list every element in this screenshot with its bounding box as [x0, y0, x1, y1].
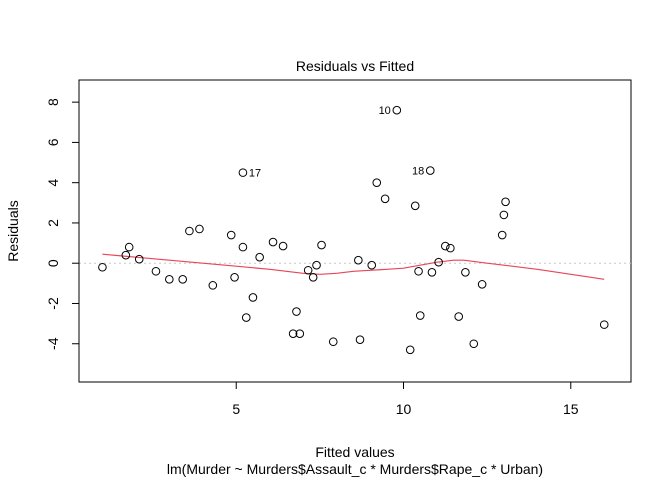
- data-point: [303, 265, 313, 275]
- data-point: [124, 242, 134, 252]
- y-tick-label: 4: [45, 179, 61, 187]
- y-axis: -4 -2 0 2 4 6 8: [45, 98, 80, 350]
- y-tick-label: -2: [45, 297, 61, 310]
- data-point: [355, 335, 365, 345]
- data-point: [98, 262, 107, 272]
- data-point: [501, 197, 510, 207]
- data-point: [354, 255, 363, 265]
- data-point: [308, 273, 318, 282]
- data-point: [226, 230, 236, 240]
- data-point: [446, 243, 455, 253]
- data-point: [441, 241, 450, 251]
- data-point: [380, 194, 390, 204]
- data-point: [499, 210, 509, 220]
- y-tick-label: -4: [45, 337, 61, 350]
- data-point: [208, 281, 218, 290]
- data-point: [238, 168, 248, 177]
- data-point: [230, 273, 239, 282]
- y-axis-label: Residuals: [5, 200, 21, 261]
- point-label: 10: [379, 105, 391, 117]
- data-point: [312, 260, 321, 270]
- data-point: [599, 320, 609, 329]
- data-point: [497, 230, 507, 240]
- data-point: [415, 311, 425, 320]
- smooth-line: [102, 253, 605, 280]
- data-point: [372, 178, 382, 187]
- data-point: [241, 313, 251, 322]
- data-point: [248, 293, 258, 302]
- data-point: [255, 252, 264, 262]
- x-axis-label: Fitted values: [315, 444, 394, 460]
- data-point: [328, 337, 338, 347]
- data-point: [414, 266, 423, 276]
- data-point: [454, 312, 464, 321]
- data-point: [477, 280, 487, 289]
- data-point: [134, 254, 144, 264]
- data-point: [410, 201, 420, 211]
- data-point: [121, 250, 131, 260]
- data-point: [405, 345, 415, 355]
- data-point: [392, 105, 402, 115]
- data-point: [292, 307, 301, 316]
- data-point: [268, 237, 278, 247]
- data-point: [238, 242, 248, 252]
- x-tick-label: 15: [563, 401, 579, 417]
- data-point: [317, 240, 326, 250]
- points-layer: [98, 105, 609, 355]
- chart-title: Residuals vs Fitted: [296, 58, 414, 74]
- point-label: 18: [412, 166, 424, 178]
- plot-frame: [78, 79, 632, 383]
- point-labels-layer: 17 10 18: [249, 105, 424, 179]
- data-point: [165, 275, 174, 284]
- smooth-layer: [102, 253, 605, 280]
- data-point: [434, 257, 443, 267]
- data-point: [295, 329, 305, 338]
- data-point: [195, 224, 204, 234]
- y-tick-label: 2: [45, 219, 61, 227]
- point-label: 17: [249, 168, 261, 180]
- chart-subtitle: lm(Murder ~ Murders$Assault_c * Murders$…: [167, 461, 543, 477]
- x-axis: 5 10 15: [232, 381, 579, 417]
- y-tick-label: 8: [45, 98, 61, 106]
- data-point: [151, 266, 161, 276]
- data-point: [185, 226, 194, 236]
- data-point: [469, 339, 479, 349]
- data-point: [427, 267, 437, 277]
- data-point: [288, 329, 298, 338]
- data-point: [367, 260, 377, 270]
- data-point: [425, 166, 435, 175]
- y-tick-label: 6: [45, 138, 61, 146]
- y-tick-label: 0: [45, 259, 61, 267]
- x-tick-label: 5: [232, 401, 240, 417]
- x-tick-label: 10: [396, 401, 412, 417]
- data-point: [278, 241, 288, 251]
- data-point: [178, 275, 188, 284]
- data-point: [461, 267, 470, 277]
